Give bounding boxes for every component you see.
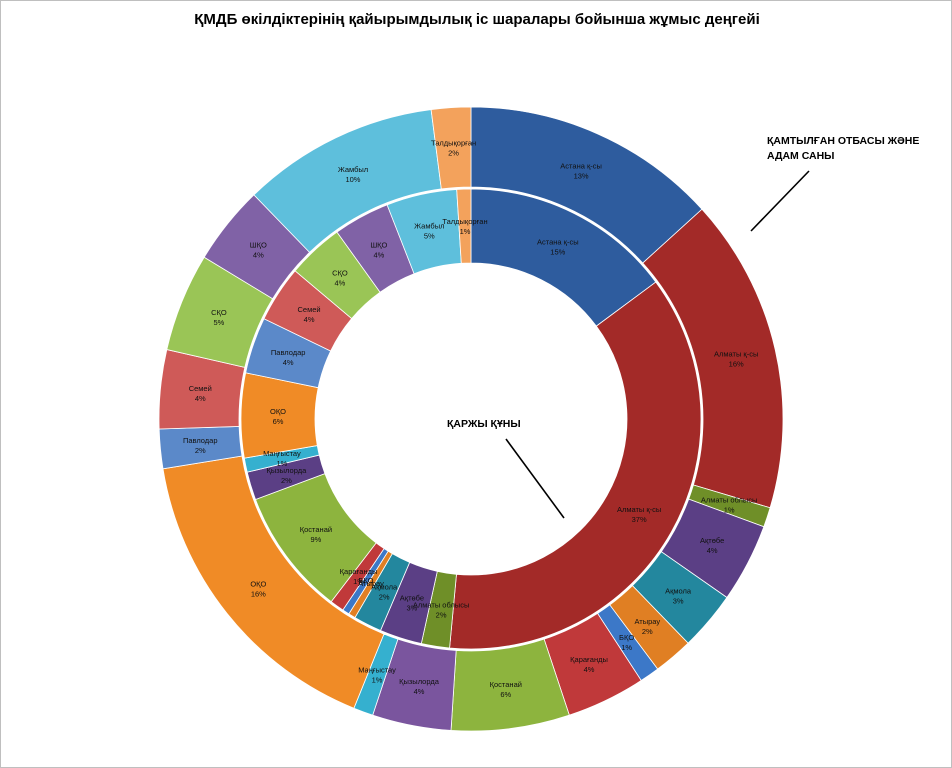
outer-label-алматы-қ-сы: Алматы қ-сы 16% [714, 349, 758, 368]
outer-ring [158, 106, 784, 732]
outer-label-астана-қ-сы: Астана қ-сы 13% [560, 161, 602, 180]
inner-ring-annotation: ҚАРЖЫ ҚҰНЫ [447, 418, 521, 430]
inner-label-қарағанды: Қарағанды 1% [340, 567, 378, 586]
outer-label-шқо: ШҚО 4% [250, 240, 267, 259]
outer-slice-талдықорған [430, 106, 472, 190]
inner-ring-pointer [505, 438, 565, 519]
outer-label-атырау: Атырау 2% [634, 617, 660, 636]
inner-label-павлодар: Павлодар 4% [271, 348, 306, 367]
slice-labels: Астана қ-сы 13% Алматы қ-сы 16% Алматы облыс… [183, 139, 758, 699]
inner-label-ақмола: Ақмола 2% [371, 582, 398, 601]
outer-ring-pointer [750, 170, 810, 232]
inner-label-алматы-қ-сы: Алматы қ-сы 37% [617, 505, 661, 524]
inner-label-ақтөбе: Ақтөбе 3% [400, 594, 424, 613]
inner-label-талдықорған: Талдықорған 1% [442, 217, 487, 236]
inner-label-семей: Семей 4% [298, 305, 321, 324]
outer-label-талдықорған: Талдықорған 2% [431, 139, 476, 158]
chart-title: ҚМДБ өкілдіктерінің қайырымдылық іс шара… [194, 11, 760, 28]
inner-label-бқо: БҚО [358, 576, 373, 585]
inner-label-оқо: ОҚО 6% [270, 407, 286, 426]
inner-label-маңғыстау: Маңғыстау 1% [263, 449, 301, 468]
outer-label-ақмола: Ақмола 3% [665, 586, 692, 605]
inner-slice-алматы-қ-сы [449, 281, 702, 650]
outer-label-жамбыл: Жамбыл 10% [338, 165, 368, 184]
outer-label-қостанай: Қостанай 6% [490, 680, 522, 699]
annotations: ҚАМТЫЛҒАН ОТБАСЫ ЖӘНЕ АДАМ САНЫ ҚАРЖЫ ҚҰНЫ [447, 135, 919, 519]
inner-ring [240, 188, 702, 650]
inner-label-астана-қ-сы: Астана қ-сы 15% [537, 238, 579, 257]
outer-ring-annotation: ҚАМТЫЛҒАН ОТБАСЫ ЖӘНЕ АДАМ САНЫ [767, 135, 919, 162]
outer-label-қызылорда: Қызылорда 4% [399, 677, 440, 696]
inner-label-қостанай: Қостанай 9% [300, 525, 332, 544]
outer-label-маңғыстау: Маңғыстау 1% [358, 665, 396, 684]
inner-label-жамбыл: Жамбыл 5% [414, 222, 444, 241]
inner-label-шқо: ШҚО 4% [370, 240, 387, 259]
outer-label-семей: Семей 4% [189, 384, 212, 403]
outer-label-ақтөбе: Ақтөбе 4% [700, 536, 724, 555]
outer-label-алматы-облысы: Алматы облысы 1% [701, 496, 758, 515]
outer-label-оқо: ОҚО 16% [250, 580, 266, 599]
outer-label-павлодар: Павлодар 2% [183, 436, 218, 455]
outer-label-сқо: СҚО 5% [211, 308, 227, 327]
outer-label-қарағанды: Қарағанды 4% [570, 655, 608, 674]
outer-label-бқо: БҚО 1% [619, 633, 634, 652]
inner-label-атырау: Атырау [358, 579, 384, 588]
inner-slice-талдықорған [456, 188, 472, 264]
inner-label-алматы-облысы: Алматы облысы 2% [413, 601, 470, 620]
inner-label-сқо: СҚО 4% [332, 268, 348, 287]
inner-label-қызылорда: Қызылорда 2% [266, 466, 307, 485]
